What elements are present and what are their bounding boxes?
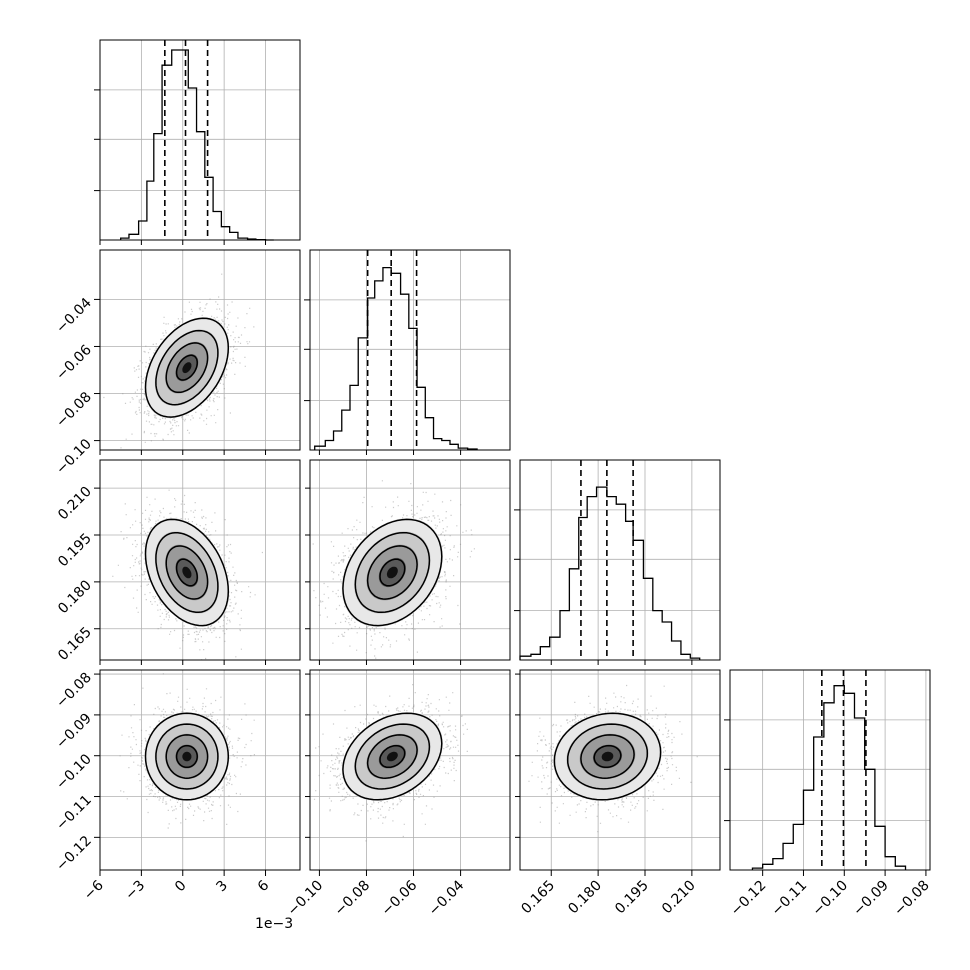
diag-panel-0 [94, 39, 301, 241]
histogram-0 [120, 49, 274, 241]
xtick-label-3-4: −0.08 [891, 878, 933, 920]
contour-2-1-1 [354, 531, 431, 614]
contour-1-0-1 [155, 329, 219, 406]
contour-2-0-1 [155, 531, 219, 614]
xtick-label-2-2: 0.195 [612, 878, 652, 918]
xtick-label-3-1: −0.11 [769, 878, 811, 920]
xtick-label-1-1: −0.08 [332, 878, 374, 920]
diag-frame-bg-3 [730, 670, 930, 870]
scatter-panel-2-1 [309, 459, 511, 661]
xtick-label-0-1: −3 [122, 878, 148, 904]
diag-frame-3 [729, 669, 931, 871]
contour-1-0-2 [165, 342, 209, 394]
contour-3-2-2 [580, 734, 635, 779]
xtick-label-1-0: −0.10 [285, 878, 327, 920]
density-fill-3-1-4 [386, 751, 398, 762]
contour-2-0-0 [144, 518, 230, 627]
scatter-points-2-0 [112, 489, 263, 660]
diag-panel-1 [304, 249, 511, 451]
frame-3-1 [309, 669, 511, 871]
diag-panel-3 [724, 669, 931, 871]
xtick-label-1-2: −0.06 [379, 877, 421, 919]
xtick-label-1-3: −0.04 [426, 877, 468, 919]
x-offset-label: 1e−3 [255, 916, 293, 932]
xtick-label-2-3: 0.210 [659, 878, 699, 918]
diag-panel-2 [514, 459, 721, 661]
ytick-label-1-0: −0.10 [53, 436, 95, 478]
ytick-label-1-2: −0.06 [53, 342, 95, 384]
ytick-label-3-4: −0.08 [53, 670, 95, 712]
ytick-label-2-2: 0.195 [55, 531, 95, 571]
xtick-label-3-0: −0.12 [728, 878, 770, 920]
diag-frame-bg-0 [100, 40, 300, 240]
contour-3-0-3 [175, 744, 198, 769]
xtick-label-3-2: −0.10 [809, 878, 851, 920]
histogram-3 [751, 685, 907, 870]
contour-2-1-3 [379, 558, 406, 587]
contour-3-0-1 [155, 723, 219, 790]
density-fill-3-2-4 [601, 751, 614, 762]
diag-frame-bg-1 [310, 250, 510, 450]
contour-3-1-0 [342, 712, 443, 801]
scatter-panel-3-0 [99, 669, 301, 871]
frame-3-2 [519, 669, 721, 871]
xtick-label-0-4: 6 [255, 877, 273, 895]
diag-frame-0 [99, 39, 301, 241]
density-fill-2-1-4 [386, 566, 398, 579]
histogram-2 [519, 486, 701, 660]
ytick-label-2-1: 0.180 [55, 577, 95, 617]
contour-3-2-0 [553, 712, 662, 801]
ytick-label-2-3: 0.210 [55, 484, 95, 524]
ytick-label-3-3: −0.09 [53, 710, 95, 752]
diag-frame-1 [309, 249, 511, 451]
xtick-label-0-3: 3 [213, 878, 231, 896]
xtick-label-0-0: −6 [81, 877, 107, 903]
xtick-label-2-1: 0.180 [565, 878, 605, 918]
scatter-panel-3-2 [519, 669, 721, 871]
scatter-panel-3-1 [309, 669, 511, 871]
frame-2-1 [309, 459, 511, 661]
scatter-points-1-0 [103, 273, 255, 449]
contour-2-0-2 [165, 545, 209, 600]
contour-3-2-3 [593, 744, 622, 769]
contour-1-0-3 [175, 354, 198, 381]
ytick-label-3-1: −0.11 [53, 792, 95, 834]
scatter-panel-2-0 [99, 459, 301, 661]
frame-1-0 [99, 249, 301, 451]
ytick-label-2-0: 0.165 [55, 624, 95, 664]
contour-3-1-1 [354, 723, 431, 790]
contour-2-0-3 [175, 558, 198, 587]
ytick-label-1-1: −0.08 [53, 389, 95, 431]
frame-3-0 [99, 669, 301, 871]
contour-1-0-0 [144, 317, 230, 418]
xtick-label-2-0: 0.165 [518, 878, 558, 918]
contour-3-1-3 [379, 744, 406, 769]
xtick-label-0-2: 0 [172, 878, 190, 896]
histogram-1 [314, 266, 478, 450]
contour-3-0-0 [144, 712, 230, 801]
density-fill-1-0-4 [182, 362, 192, 374]
scatter-panel-1-0 [99, 249, 301, 451]
ytick-label-3-2: −0.10 [53, 751, 95, 793]
ytick-label-3-0: −0.12 [53, 833, 95, 875]
frame-2-0 [99, 459, 301, 661]
contour-2-1-0 [342, 518, 443, 627]
contour-3-0-2 [165, 734, 209, 779]
density-fill-3-0-4 [182, 751, 192, 762]
xtick-label-3-3: −0.09 [850, 878, 892, 920]
contour-3-1-2 [366, 734, 418, 779]
contour-2-1-2 [366, 545, 418, 600]
diag-frame-bg-2 [520, 460, 720, 660]
density-fill-2-0-4 [182, 566, 192, 579]
diag-frame-2 [519, 459, 721, 661]
contour-3-2-1 [566, 723, 649, 790]
ytick-label-1-3: −0.04 [53, 295, 95, 337]
